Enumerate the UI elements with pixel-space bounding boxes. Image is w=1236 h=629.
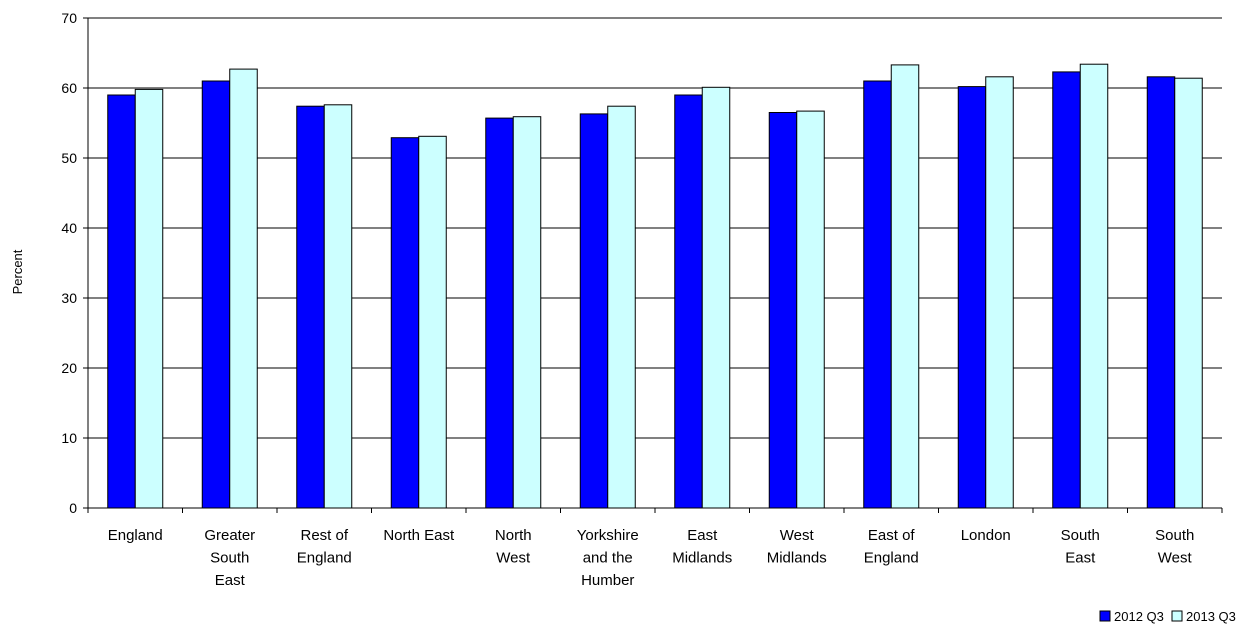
bar-2012-q3 <box>390 137 420 509</box>
y-tick-label: 30 <box>61 290 77 306</box>
x-tick-label: London <box>961 527 1011 544</box>
x-tick-label-line: London <box>961 527 1011 544</box>
legend-label: 2012 Q3 <box>1114 609 1164 624</box>
bar-2013-q3 <box>1174 77 1203 509</box>
bar-2012-q3 <box>1146 76 1176 509</box>
y-tick-label: 40 <box>61 220 77 236</box>
x-tick-label-line: North East <box>383 527 455 544</box>
x-tick-label-line: England <box>297 550 352 567</box>
x-tick-label-line: and the <box>583 550 633 567</box>
x-tick-label: East of England <box>864 527 919 567</box>
x-tick-label-line: South <box>1155 527 1194 544</box>
y-tick-labels: 0 10 20 30 40 50 60 70 <box>61 10 77 516</box>
x-tick-label-line: West <box>780 527 815 544</box>
x-tick-label-line: Midlands <box>672 550 732 567</box>
x-tick-label: England <box>108 527 163 544</box>
gridlines <box>88 17 1222 439</box>
x-tick-label-line: South <box>210 550 249 567</box>
y-tick-label: 60 <box>61 80 77 96</box>
y-tick-label: 50 <box>61 150 77 166</box>
bar-2012-q3 <box>957 86 987 509</box>
bar-2013-q3 <box>607 105 636 509</box>
bar-2012-q3 <box>485 117 514 509</box>
bar-2012-q3 <box>201 80 231 509</box>
bar-2013-q3 <box>418 135 447 509</box>
x-tick-label: South West <box>1155 527 1194 567</box>
x-tick-label-line: Rest of <box>300 527 348 544</box>
x-tick-label: Greater South East <box>204 527 255 589</box>
y-tick-label: 70 <box>61 10 77 26</box>
x-tick-label: Rest of England <box>297 527 352 567</box>
x-tick-label-line: North <box>495 527 532 544</box>
bar-2012-q3 <box>768 112 798 509</box>
x-tick-label-line: Midlands <box>767 550 827 567</box>
x-tick-label: West Midlands <box>767 527 827 567</box>
bar-2012-q3 <box>863 80 892 509</box>
legend-label: 2013 Q3 <box>1186 609 1236 624</box>
x-tick-label-line: England <box>108 527 163 544</box>
x-tick-label-line: East <box>215 572 246 589</box>
bar-2012-q3 <box>579 113 609 509</box>
x-tick-label-line: Yorkshire <box>577 527 639 544</box>
x-tick-label-line: Humber <box>581 572 634 589</box>
x-tick-label-line: West <box>496 550 531 567</box>
x-tick-label: North West <box>495 527 532 567</box>
x-tick-label: Yorkshire and the Humber <box>577 527 639 589</box>
bar-2013-q3 <box>134 88 164 509</box>
bars <box>107 63 1203 509</box>
x-tick-label: East Midlands <box>672 527 732 567</box>
bar-2013-q3 <box>985 76 1014 509</box>
y-tick-label: 20 <box>61 360 77 376</box>
bar-2013-q3 <box>890 64 920 509</box>
bar-2013-q3 <box>323 104 353 509</box>
legend: 2012 Q3 2013 Q3 <box>1099 609 1236 624</box>
x-tick-label-line: Greater <box>204 527 255 544</box>
bar-2012-q3 <box>1052 71 1081 509</box>
legend-swatch <box>1099 610 1111 622</box>
x-tick-label: North East <box>383 527 455 544</box>
x-tick-label-line: East <box>687 527 718 544</box>
bar-2013-q3 <box>1079 63 1109 509</box>
bar-2012-q3 <box>107 94 136 509</box>
axes <box>83 17 1223 513</box>
x-tick-label: South East <box>1061 527 1100 567</box>
bar-2013-q3 <box>229 68 258 509</box>
x-tick-label-line: East <box>1065 550 1096 567</box>
y-axis-label: Percent <box>10 249 25 294</box>
bar-2012-q3 <box>296 105 325 509</box>
legend-swatch <box>1171 610 1183 622</box>
x-tick-label-line: England <box>864 550 919 567</box>
x-tick-label-line: South <box>1061 527 1100 544</box>
bar-2013-q3 <box>796 110 825 509</box>
y-tick-label: 10 <box>61 430 77 446</box>
x-tick-label-line: East of <box>868 527 916 544</box>
x-tick-label-line: West <box>1158 550 1193 567</box>
y-tick-label: 0 <box>69 500 77 516</box>
bar-2013-q3 <box>512 116 542 509</box>
bar-2012-q3 <box>674 94 703 509</box>
x-tick-labels: England Greater South East Rest of England Nor… <box>108 527 1195 589</box>
bar-2013-q3 <box>701 86 731 509</box>
